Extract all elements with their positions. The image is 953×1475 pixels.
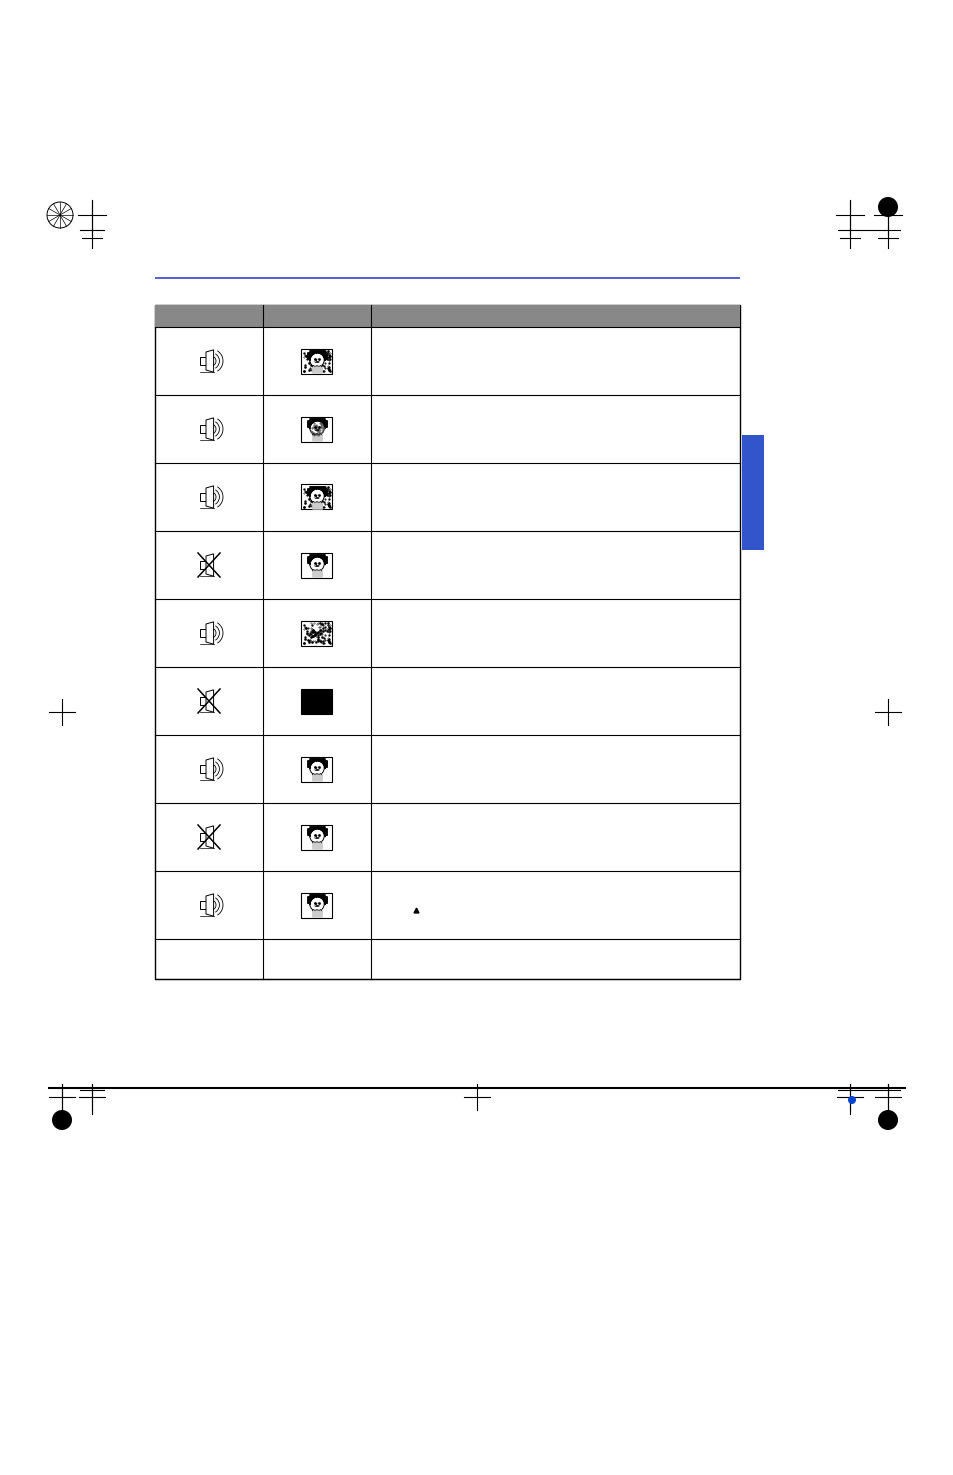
Circle shape — [47, 202, 73, 229]
Circle shape — [52, 1111, 71, 1130]
Circle shape — [310, 897, 324, 912]
Circle shape — [310, 420, 324, 435]
Polygon shape — [206, 894, 213, 916]
Bar — [301, 825, 333, 850]
Circle shape — [310, 353, 324, 367]
Polygon shape — [206, 758, 213, 780]
Bar — [200, 630, 206, 637]
Polygon shape — [206, 622, 213, 645]
Circle shape — [847, 1096, 855, 1103]
Polygon shape — [206, 417, 213, 440]
Bar — [200, 833, 206, 841]
Bar — [200, 357, 206, 364]
Bar — [200, 698, 206, 705]
Circle shape — [310, 829, 324, 844]
Circle shape — [310, 488, 324, 503]
Bar — [741, 435, 763, 550]
Circle shape — [310, 761, 324, 776]
Circle shape — [877, 1111, 897, 1130]
Bar — [301, 892, 333, 917]
Bar — [200, 560, 206, 569]
Bar — [301, 553, 333, 578]
Bar — [301, 416, 333, 441]
Circle shape — [310, 556, 324, 571]
Polygon shape — [206, 485, 213, 509]
Bar — [301, 348, 333, 373]
Polygon shape — [206, 350, 213, 372]
Polygon shape — [206, 553, 213, 577]
Polygon shape — [206, 690, 213, 712]
Bar — [301, 689, 333, 714]
Bar — [154, 305, 740, 327]
Bar — [301, 621, 333, 646]
Bar — [200, 493, 206, 502]
Polygon shape — [206, 826, 213, 848]
Bar — [200, 425, 206, 432]
Bar — [154, 305, 740, 979]
Bar — [301, 484, 333, 509]
Bar — [200, 766, 206, 773]
Bar — [301, 757, 333, 782]
Circle shape — [877, 198, 897, 217]
Bar — [200, 901, 206, 909]
